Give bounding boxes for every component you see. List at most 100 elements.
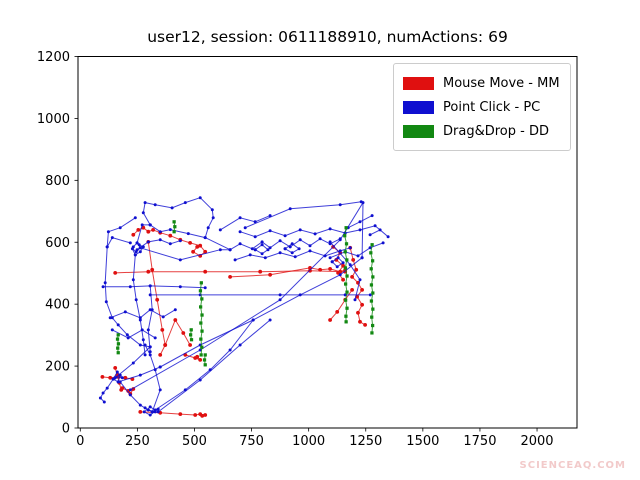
marker-MM [258, 269, 263, 274]
marker-PC [110, 328, 114, 332]
marker-MM [203, 269, 208, 274]
marker-PC [138, 246, 142, 250]
marker-PC [298, 293, 302, 297]
marker-MM [356, 310, 360, 315]
marker-PC [206, 226, 210, 230]
marker-MM [203, 413, 208, 417]
marker-DD [116, 333, 120, 337]
marker-PC [178, 239, 182, 243]
marker-PC [283, 247, 287, 251]
marker-PC [138, 403, 142, 407]
marker-MM [335, 310, 340, 314]
marker-PC [141, 338, 145, 342]
marker-MM [191, 249, 196, 254]
marker-DD [343, 250, 347, 254]
marker-PC [103, 281, 107, 285]
y-tick-label: 200 [45, 360, 70, 375]
marker-PC [238, 242, 242, 246]
marker-DD [200, 345, 204, 349]
series-path-PC [99, 378, 114, 403]
marker-DD [203, 353, 207, 357]
y-tick-label: 800 [45, 174, 70, 189]
marker-PC [128, 241, 132, 245]
marker-PC [123, 310, 127, 314]
marker-MM [203, 249, 208, 254]
marker-PC [138, 318, 142, 322]
series-path-PC [132, 254, 146, 355]
marker-PC [260, 252, 264, 256]
marker-PC [313, 232, 317, 236]
marker-PC [228, 248, 232, 252]
marker-PC [203, 286, 207, 290]
marker-DD [343, 234, 347, 238]
series-path-PC [130, 200, 364, 391]
marker-PC [338, 249, 342, 253]
watermark: SCIENCEAQ.COM [519, 460, 626, 471]
marker-PC [308, 249, 312, 253]
marker-PC [138, 343, 142, 347]
marker-PC [210, 208, 214, 212]
series-path-PC [104, 237, 151, 348]
marker-PC [120, 376, 124, 380]
x-tick-label: 500 [182, 434, 207, 449]
marker-DD [344, 282, 348, 286]
series-path-PC [220, 215, 271, 231]
marker-PC [138, 373, 142, 377]
marker-PC [218, 248, 222, 252]
marker-PC [128, 393, 132, 397]
marker-PC [110, 236, 114, 240]
marker-PC [153, 368, 157, 372]
marker-PC [143, 353, 147, 357]
series-path-PC [329, 241, 361, 300]
series-path-DD [370, 244, 374, 334]
marker-MM [158, 353, 163, 357]
marker-PC [328, 240, 332, 244]
marker-DD [370, 315, 374, 319]
marker-DD [344, 226, 348, 230]
x-tick-label: 1500 [406, 434, 439, 449]
marker-PC [111, 377, 115, 381]
marker-PC [104, 300, 108, 304]
marker-DD [371, 307, 375, 311]
marker-PC [260, 240, 264, 244]
x-tick-label: 0 [76, 434, 84, 449]
series-path-PC [157, 319, 271, 413]
marker-PC [105, 245, 109, 249]
marker-PC [148, 350, 152, 354]
marker-MM [120, 386, 125, 390]
series-path-PC [159, 257, 363, 368]
marker-MM [341, 277, 345, 282]
marker-PC [338, 273, 342, 277]
series-path-PC [239, 228, 346, 238]
marker-PC [101, 391, 105, 395]
x-tick-label: 250 [125, 434, 150, 449]
marker-MM [334, 258, 339, 262]
y-tick-label: 400 [45, 298, 70, 313]
marker-PC [116, 323, 120, 327]
marker-DD [344, 242, 349, 246]
marker-MM [350, 288, 354, 292]
marker-MM [160, 328, 165, 332]
marker-DD [369, 251, 373, 255]
legend-item: Drag&Drop - DD [403, 119, 560, 143]
marker-PC [161, 315, 165, 319]
marker-PC [128, 285, 132, 289]
series-path-PC [204, 237, 231, 251]
legend-swatch-icon [403, 124, 434, 138]
marker-PC [353, 298, 357, 302]
marker-MM [350, 275, 354, 279]
marker-MM [188, 241, 193, 245]
marker-PC [233, 258, 237, 262]
marker-PC [381, 241, 385, 245]
marker-DD [199, 281, 203, 285]
marker-PC [360, 256, 364, 260]
marker-DD [369, 267, 373, 271]
marker-PC [266, 248, 270, 252]
marker-MM [181, 331, 186, 335]
marker-PC [126, 336, 130, 340]
marker-PC [138, 250, 142, 254]
series-path-PC [103, 285, 206, 289]
legend-item: Point Click - PC [403, 95, 560, 119]
legend-swatch-icon [403, 76, 434, 90]
marker-PC [148, 284, 152, 288]
